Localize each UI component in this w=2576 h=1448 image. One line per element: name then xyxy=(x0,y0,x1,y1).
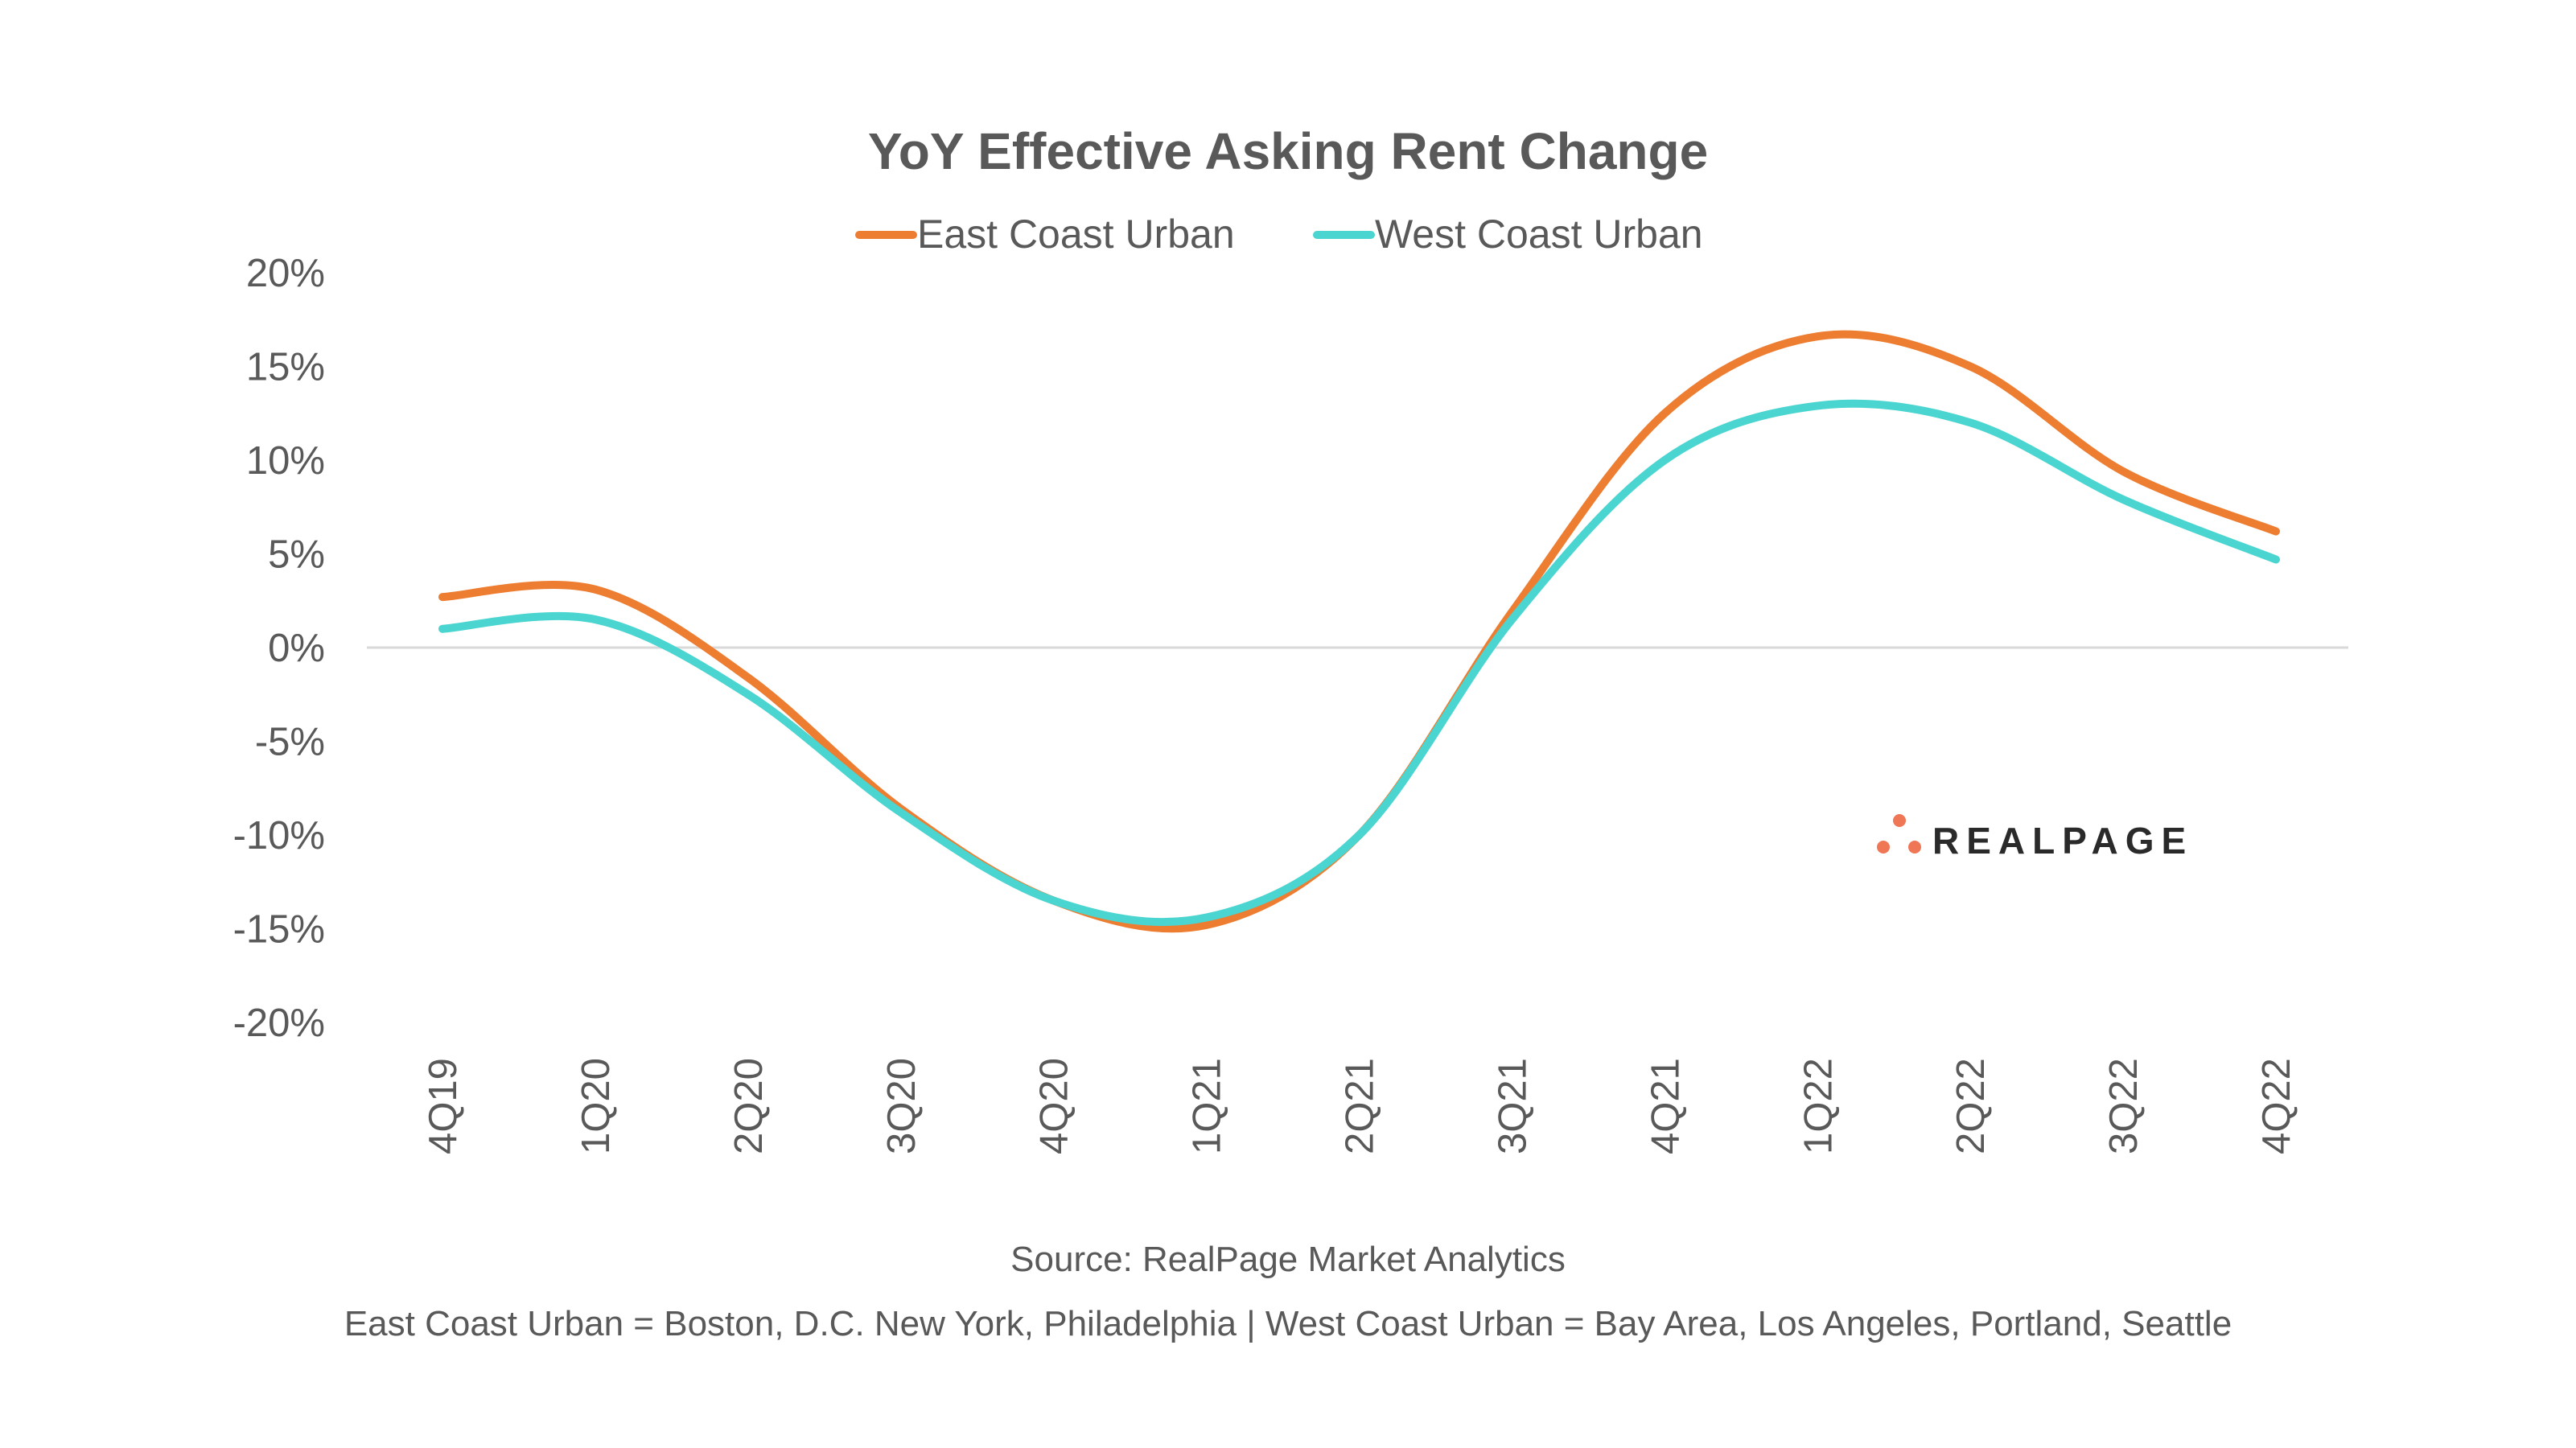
x-tick-label: 3Q22 xyxy=(2102,1058,2146,1154)
source-note: Source: RealPage Market Analytics xyxy=(1010,1240,1566,1279)
x-tick-label: 3Q21 xyxy=(1491,1058,1534,1154)
y-tick-label: 10% xyxy=(246,439,325,483)
x-tick-label: 2Q22 xyxy=(1949,1058,1993,1154)
footnote: East Coast Urban = Boston, D.C. New York… xyxy=(344,1304,2232,1343)
logo-dot xyxy=(1893,814,1906,827)
x-axis: 4Q19 1Q20 2Q20 3Q20 4Q20 1Q21 2Q21 3Q21 4Q21 1Q22… xyxy=(422,1058,2298,1154)
x-tick-label: 2Q21 xyxy=(1339,1058,1382,1154)
x-tick-label: 3Q20 xyxy=(880,1058,924,1154)
x-tick-label: 1Q21 xyxy=(1186,1058,1229,1154)
legend: East Coast Urban West Coast Urban xyxy=(855,212,1703,257)
x-tick-label: 4Q21 xyxy=(1644,1058,1687,1154)
legend-label-west: West Coast Urban xyxy=(1375,212,1703,257)
x-tick-label: 1Q20 xyxy=(574,1058,618,1154)
y-tick-label: 0% xyxy=(268,627,325,670)
realpage-logo: REALPAGE xyxy=(1877,814,2193,862)
x-tick-label: 2Q20 xyxy=(727,1058,771,1154)
chart-title: YoY Effective Asking Rent Change xyxy=(868,122,1708,180)
y-tick-label: -15% xyxy=(233,908,325,952)
x-tick-label: 4Q19 xyxy=(422,1058,465,1154)
x-tick-label: 4Q20 xyxy=(1033,1058,1076,1154)
logo-dot xyxy=(1908,841,1921,854)
series-line-west-coast-urban xyxy=(438,399,2280,927)
legend-item-east: East Coast Urban xyxy=(855,212,1235,257)
y-axis: 20% 15% 10% 5% 0% -5% -10% -15% -20% xyxy=(233,252,325,1045)
y-tick-label: -20% xyxy=(233,1002,325,1045)
logo-dot xyxy=(1877,841,1890,854)
x-tick-label: 4Q22 xyxy=(2255,1058,2298,1154)
logo-text: REALPAGE xyxy=(1932,820,2193,862)
legend-item-west: West Coast Urban xyxy=(1313,212,1703,257)
y-tick-label: 5% xyxy=(268,533,325,577)
series-lines xyxy=(438,330,2280,933)
x-tick-label: 1Q22 xyxy=(1796,1058,1840,1154)
y-tick-label: -5% xyxy=(255,721,325,764)
y-tick-label: 15% xyxy=(246,346,325,389)
y-tick-label: -10% xyxy=(233,814,325,858)
legend-label-east: East Coast Urban xyxy=(917,212,1235,257)
y-tick-label: 20% xyxy=(246,252,325,295)
